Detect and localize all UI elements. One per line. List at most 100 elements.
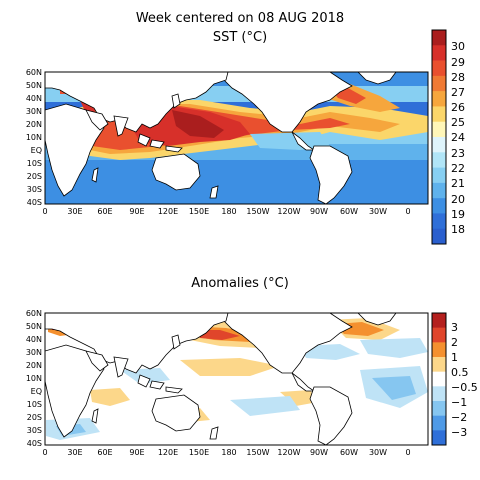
sst-colorbar-swatch	[432, 121, 446, 138]
lat-label: 30N	[26, 107, 42, 116]
lon-label: 150E	[189, 448, 209, 457]
lon-label: 120E	[158, 207, 178, 216]
sst-map-subtitle: SST (°C)	[212, 30, 268, 45]
lat-label: 30N	[26, 348, 42, 357]
sst-map-frame	[44, 71, 429, 205]
sst-colorbar-frame	[431, 29, 447, 245]
sst-field	[45, 72, 428, 204]
sst-colorbar-label: 22	[451, 162, 465, 175]
anomaly-lon-axis: 0 30E 60E 90E 120E 150E 180 150W 120W 90…	[42, 448, 410, 457]
anomaly-colorbar-swatch	[432, 371, 446, 387]
lon-label: 60E	[97, 448, 112, 457]
lat-label: 30S	[27, 185, 42, 194]
sst-colorbar-swatch	[432, 106, 446, 123]
lon-label: 150E	[189, 207, 209, 216]
sst-lon-axis: 0 30E 60E 90E 120E 150E 180 150W 120W 90…	[42, 207, 410, 216]
lon-label: 0	[405, 448, 410, 457]
anomaly-colorbar-label: −3	[451, 426, 467, 439]
lat-label: 50N	[26, 81, 42, 90]
lat-label: EQ	[31, 146, 42, 155]
lon-label: 30E	[67, 448, 82, 457]
sst-colorbar-label: 24	[451, 131, 465, 144]
sst-colorbar-label: 29	[451, 56, 465, 69]
lat-label: 40N	[26, 335, 42, 344]
sst-colorbar-label: 20	[451, 193, 465, 206]
lon-label: 30W	[369, 448, 387, 457]
lat-label: 40S	[27, 198, 42, 207]
sst-map: 60N 50N 40N 30N 20N 10N EQ 10S 20S 30S 4…	[26, 68, 429, 216]
anomaly-colorbar-label: −2	[451, 411, 467, 424]
lon-label: 90W	[310, 448, 328, 457]
sst-colorbar-label: 27	[451, 86, 465, 99]
lon-label: 120E	[158, 448, 178, 457]
anomaly-colorbar-label: 1	[451, 351, 458, 364]
anomaly-colorbar-label: −1	[451, 396, 467, 409]
lon-label: 90E	[129, 207, 144, 216]
lon-label: 90E	[129, 448, 144, 457]
anomaly-map: 60N 50N 40N 30N 20N 10N EQ 10S 20S 30S 4…	[26, 309, 429, 457]
sst-colorbar-label: 25	[451, 116, 465, 129]
lat-label: 10N	[26, 374, 42, 383]
lon-label: 150W	[246, 448, 269, 457]
lon-label: 30W	[369, 207, 387, 216]
sst-colorbar-label: 18	[451, 223, 465, 236]
sst-colorbar-label: 30	[451, 40, 465, 53]
lat-label: 10S	[27, 400, 42, 409]
lat-label: 40N	[26, 94, 42, 103]
anomaly-colorbar-swatch	[432, 401, 446, 416]
lon-label: 180	[221, 207, 236, 216]
lat-label: EQ	[31, 387, 42, 396]
sst-colorbar-swatch	[432, 45, 446, 61]
sst-colorbar-swatch	[432, 213, 446, 230]
anomaly-colorbar-swatch	[432, 327, 446, 343]
lon-label: 150W	[246, 207, 269, 216]
lon-label: 0	[42, 448, 47, 457]
lon-label: 60W	[340, 207, 358, 216]
lat-label: 60N	[26, 68, 42, 77]
lat-label: 40S	[27, 439, 42, 448]
lat-label: 10N	[26, 133, 42, 142]
sst-map-title: Week centered on 08 AUG 2018	[135, 11, 345, 26]
sst-colorbar-swatches	[432, 30, 446, 245]
anomaly-field	[45, 313, 428, 445]
lon-label: 120W	[277, 207, 300, 216]
anomaly-colorbar-swatch	[432, 357, 446, 372]
anomaly-colorbar: 3 2 1 0.5 −0.5 −1 −2 −3	[431, 312, 478, 446]
lat-label: 20S	[27, 413, 42, 422]
sst-colorbar-swatch	[432, 167, 446, 184]
anomaly-colorbar-swatch	[432, 415, 446, 431]
sst-lat-axis: 60N 50N 40N 30N 20N 10N EQ 10S 20S 30S 4…	[26, 68, 42, 207]
anomaly-colorbar-swatch	[432, 342, 446, 358]
lat-label: 30S	[27, 426, 42, 435]
sst-colorbar-swatch	[432, 182, 446, 199]
sst-colorbar-label: 23	[451, 147, 465, 160]
anomaly-colorbar-label: −0.5	[451, 381, 478, 394]
anomaly-lat-axis: 60N 50N 40N 30N 20N 10N EQ 10S 20S 30S 4…	[26, 309, 42, 448]
sst-colorbar-label: 26	[451, 101, 465, 114]
anomaly-map-frame	[44, 312, 429, 446]
lon-label: 180	[221, 448, 236, 457]
anomaly-colorbar-label: 2	[451, 336, 458, 349]
anomaly-colorbar-frame	[431, 312, 447, 446]
lat-label: 20S	[27, 172, 42, 181]
lat-label: 50N	[26, 322, 42, 331]
sst-colorbar-swatch	[432, 198, 446, 214]
lat-label: 20N	[26, 361, 42, 370]
lon-label: 90W	[310, 207, 328, 216]
sst-colorbar-swatch	[432, 137, 446, 153]
sst-colorbar-swatch	[432, 152, 446, 168]
lat-label: 10S	[27, 159, 42, 168]
sst-colorbar-label: 28	[451, 71, 465, 84]
sst-colorbar-swatch	[432, 91, 446, 107]
lon-label: 0	[42, 207, 47, 216]
sst-colorbar-swatch	[432, 228, 446, 245]
anomaly-colorbar-swatch	[432, 313, 446, 328]
lon-label: 30E	[67, 207, 82, 216]
sst-colorbar-swatch	[432, 30, 446, 46]
lon-label: 0	[405, 207, 410, 216]
anomaly-map-title: Anomalies (°C)	[191, 276, 289, 291]
lat-label: 60N	[26, 309, 42, 318]
anomaly-colorbar-swatch	[432, 430, 446, 446]
sst-colorbar-label: 19	[451, 208, 465, 221]
